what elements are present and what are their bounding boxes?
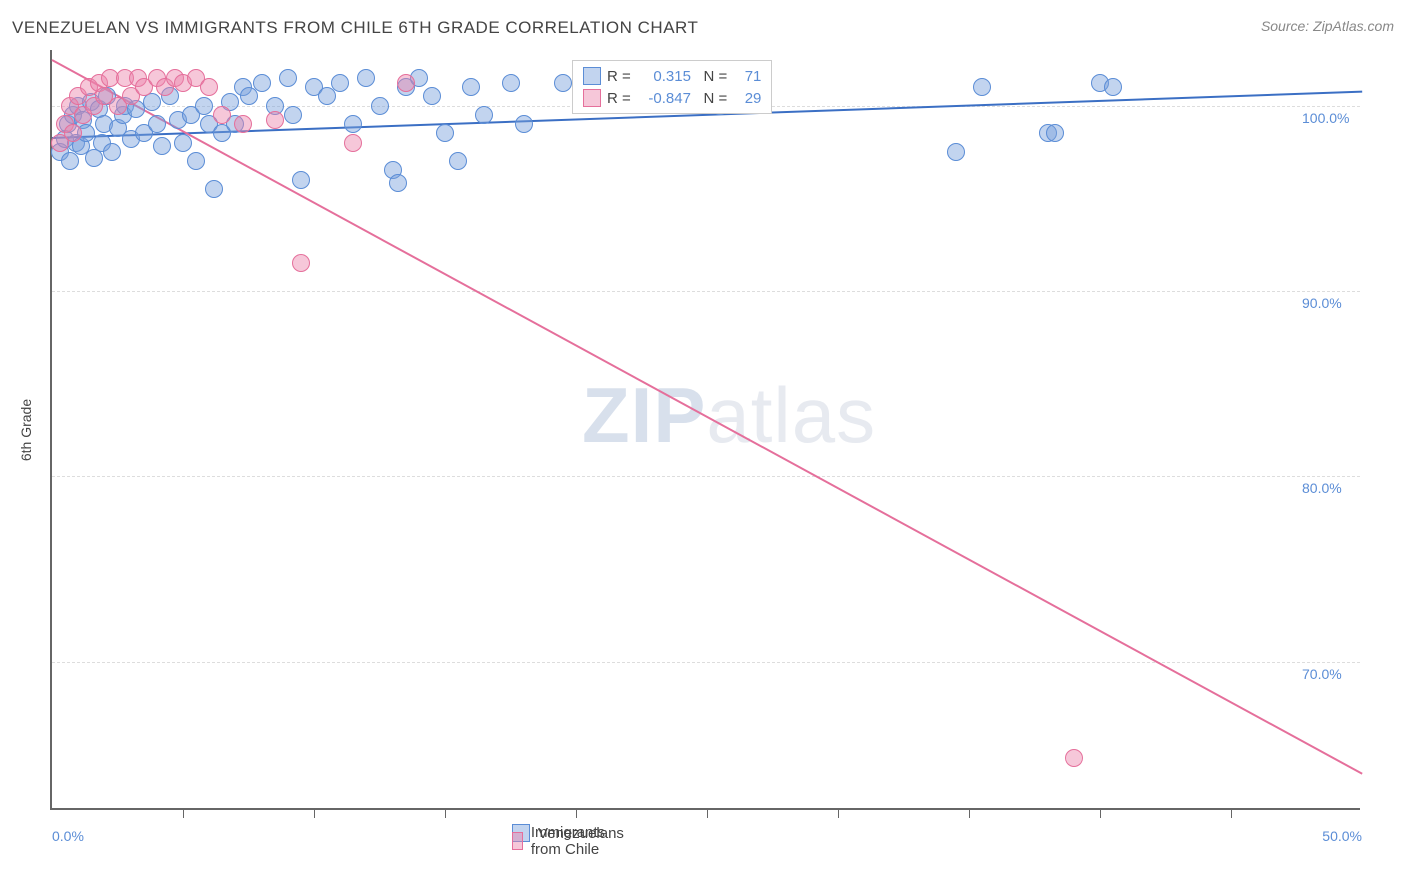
legend-swatch (583, 89, 601, 107)
data-point (64, 124, 82, 142)
x-tick (445, 810, 446, 818)
data-point (947, 143, 965, 161)
plot-area: ZIPatlas 70.0%80.0%90.0%100.0%0.0%50.0%R… (50, 50, 1360, 810)
data-point (1104, 78, 1122, 96)
gridline-h (52, 662, 1360, 663)
data-point (292, 171, 310, 189)
data-point (1046, 124, 1064, 142)
data-point (462, 78, 480, 96)
data-point (344, 134, 362, 152)
data-point (234, 115, 252, 133)
data-point (357, 69, 375, 87)
x-tick (838, 810, 839, 818)
gridline-h (52, 476, 1360, 477)
plot-wrap: ZIPatlas 70.0%80.0%90.0%100.0%0.0%50.0%R… (50, 50, 1360, 810)
data-point (200, 78, 218, 96)
bottom-legend-item: Immigrants from Chile (512, 824, 612, 858)
bottom-legend-label: Immigrants from Chile (531, 824, 612, 858)
x-tick (969, 810, 970, 818)
x-tick-label: 0.0% (52, 828, 84, 844)
data-point (449, 152, 467, 170)
chart-source: Source: ZipAtlas.com (1261, 18, 1394, 34)
x-tick (314, 810, 315, 818)
y-tick-label: 100.0% (1302, 110, 1349, 126)
data-point (195, 97, 213, 115)
data-point (331, 74, 349, 92)
gridline-h (52, 291, 1360, 292)
watermark: ZIPatlas (582, 370, 876, 461)
x-tick-label: 50.0% (1322, 828, 1362, 844)
y-tick-label: 90.0% (1302, 295, 1342, 311)
data-point (153, 137, 171, 155)
chart-header: VENEZUELAN VS IMMIGRANTS FROM CHILE 6TH … (12, 18, 1394, 48)
data-point (279, 69, 297, 87)
data-point (103, 143, 121, 161)
y-tick-label: 70.0% (1302, 666, 1342, 682)
data-point (371, 97, 389, 115)
data-point (515, 115, 533, 133)
data-point (174, 134, 192, 152)
x-tick (183, 810, 184, 818)
stats-legend-row: R = -0.847 N = 29 (583, 87, 761, 109)
data-point (61, 152, 79, 170)
data-point (344, 115, 362, 133)
x-tick (707, 810, 708, 818)
x-tick (576, 810, 577, 818)
data-point (266, 111, 284, 129)
stats-legend-row: R = 0.315 N = 71 (583, 65, 761, 87)
data-point (973, 78, 991, 96)
y-tick-label: 80.0% (1302, 480, 1342, 496)
x-tick (1231, 810, 1232, 818)
data-point (187, 152, 205, 170)
legend-swatch (583, 67, 601, 85)
data-point (397, 74, 415, 92)
data-point (389, 174, 407, 192)
x-tick (1100, 810, 1101, 818)
data-point (475, 106, 493, 124)
legend-swatch (512, 832, 523, 850)
data-point (502, 74, 520, 92)
watermark-atlas: atlas (706, 371, 876, 459)
data-point (436, 124, 454, 142)
trend-line (52, 59, 1363, 774)
data-point (554, 74, 572, 92)
data-point (292, 254, 310, 272)
data-point (284, 106, 302, 124)
data-point (1065, 749, 1083, 767)
data-point (148, 115, 166, 133)
data-point (253, 74, 271, 92)
y-axis-title: 6th Grade (18, 399, 34, 461)
stats-text: R = -0.847 N = 29 (607, 90, 761, 107)
chart-title: VENEZUELAN VS IMMIGRANTS FROM CHILE 6TH … (12, 18, 698, 37)
data-point (205, 180, 223, 198)
stats-text: R = 0.315 N = 71 (607, 68, 761, 85)
stats-legend: R = 0.315 N = 71 R = -0.847 N = 29 (572, 60, 772, 114)
data-point (213, 106, 231, 124)
data-point (423, 87, 441, 105)
